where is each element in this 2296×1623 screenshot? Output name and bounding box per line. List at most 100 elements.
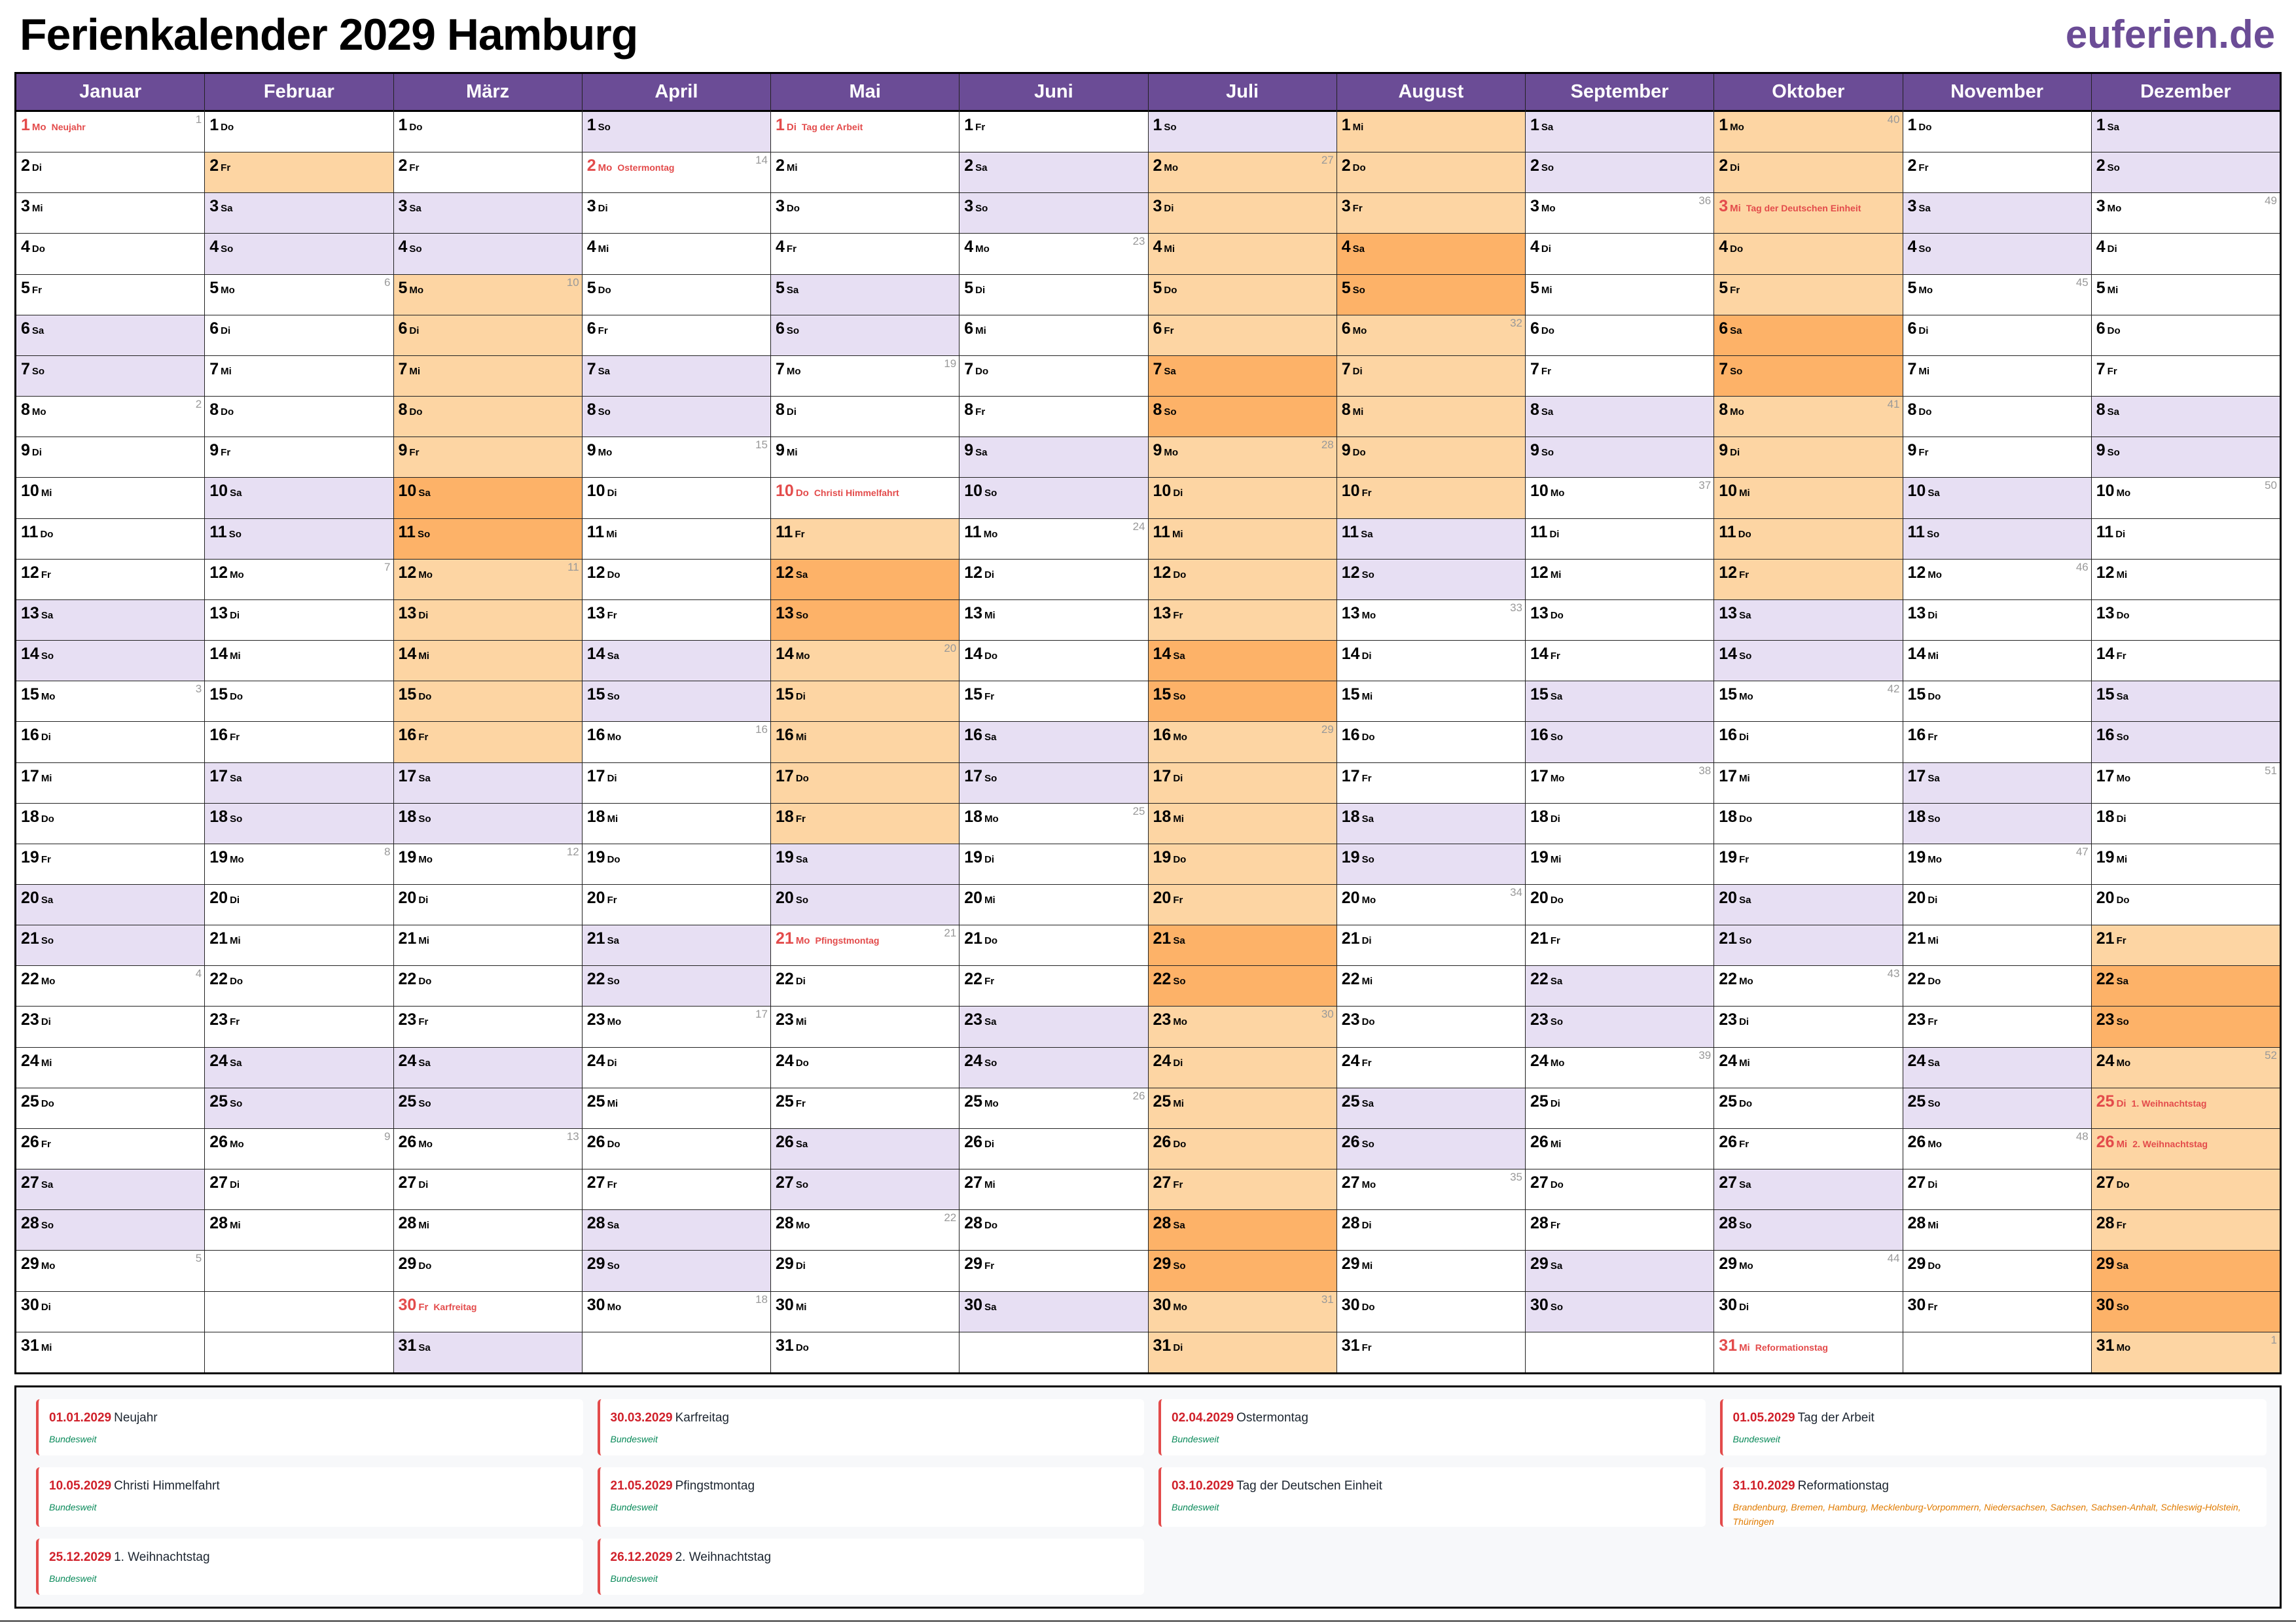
day-cell[interactable]: 18 So — [205, 802, 393, 844]
day-cell[interactable]: 15 Sa — [2091, 681, 2280, 722]
day-cell[interactable]: 19 Do — [582, 843, 770, 884]
day-cell[interactable]: 4 Mi — [1148, 233, 1336, 274]
day-cell[interactable]: 11 Sa — [1336, 518, 1525, 559]
day-cell[interactable]: 29 Do — [1903, 1250, 2091, 1291]
day-cell[interactable]: 5 Di — [960, 274, 1148, 315]
day-cell[interactable]: 17 Do — [771, 762, 960, 803]
day-cell[interactable]: 12 Do — [582, 558, 770, 599]
day-cell[interactable]: 2 Mo Ostermontag 14 — [582, 152, 770, 193]
day-cell[interactable]: 6 Fr — [1148, 314, 1336, 355]
day-cell[interactable]: 1 Mo Neujahr 1 — [16, 112, 205, 152]
day-cell[interactable]: 31 Mo 1 — [2091, 1331, 2280, 1372]
day-cell[interactable]: 19 Do — [1148, 843, 1336, 884]
day-cell[interactable]: 8 Fr — [960, 396, 1148, 437]
day-cell[interactable]: 25 So — [1903, 1087, 2091, 1128]
day-cell[interactable]: 4 Di — [1526, 233, 1714, 274]
day-cell[interactable]: 4 Do — [16, 233, 205, 274]
day-cell[interactable]: 6 Mo 32 — [1336, 314, 1525, 355]
day-cell[interactable]: 6 Di — [393, 314, 582, 355]
day-cell[interactable]: 5 Mo 10 — [393, 274, 582, 315]
day-cell[interactable]: 10 Mi — [1714, 477, 1903, 518]
day-cell[interactable]: 14 Fr — [1526, 640, 1714, 681]
day-cell[interactable]: 1 Sa — [1526, 112, 1714, 152]
day-cell[interactable]: 9 Fr — [205, 437, 393, 478]
day-cell[interactable]: 10 Fr — [1336, 477, 1525, 518]
day-cell[interactable]: 15 Mi — [1336, 681, 1525, 722]
day-cell[interactable]: 27 Di — [393, 1169, 582, 1210]
day-cell[interactable]: 11 Di — [2091, 518, 2280, 559]
day-cell[interactable]: 30 Do — [1336, 1291, 1525, 1332]
day-cell[interactable]: 9 Mo 15 — [582, 437, 770, 478]
day-cell[interactable]: 26 Mo 9 — [205, 1128, 393, 1169]
day-cell[interactable]: 26 Mi 2. Weihnachtstag — [2091, 1128, 2280, 1169]
day-cell[interactable]: 27 So — [771, 1169, 960, 1210]
day-cell[interactable]: 13 Sa — [1714, 599, 1903, 641]
day-cell[interactable]: 6 Di — [1903, 314, 2091, 355]
day-cell[interactable]: 4 Di — [2091, 233, 2280, 274]
day-cell[interactable]: 27 Sa — [1714, 1169, 1903, 1210]
day-cell[interactable]: 24 So — [960, 1046, 1148, 1088]
day-cell[interactable]: 2 Mi — [771, 152, 960, 193]
day-cell[interactable]: 30 So — [2091, 1291, 2280, 1332]
day-cell[interactable]: 10 Di — [1148, 477, 1336, 518]
day-cell[interactable]: 20 Di — [393, 883, 582, 925]
day-cell[interactable]: 1 So — [1148, 112, 1336, 152]
day-cell[interactable]: 28 Do — [960, 1209, 1148, 1251]
day-cell[interactable]: 12 Mi — [2091, 558, 2280, 599]
day-cell[interactable]: 2 Do — [1336, 152, 1525, 193]
day-cell[interactable]: 17 Sa — [1903, 762, 2091, 803]
day-cell[interactable]: 18 Di — [2091, 802, 2280, 844]
day-cell[interactable]: 30 Mo 31 — [1148, 1291, 1336, 1332]
day-cell[interactable]: 31 Do — [771, 1331, 960, 1372]
day-cell[interactable]: 3 So — [960, 192, 1148, 234]
day-cell[interactable]: 29 So — [582, 1250, 770, 1291]
day-cell[interactable]: 11 So — [1903, 518, 2091, 559]
day-cell[interactable]: 20 Di — [1903, 883, 2091, 925]
day-cell[interactable]: 3 Sa — [205, 192, 393, 234]
day-cell[interactable]: 20 Sa — [16, 883, 205, 925]
day-cell[interactable]: 21 Sa — [582, 925, 770, 966]
day-cell[interactable]: 24 Fr — [1336, 1046, 1525, 1088]
day-cell[interactable]: 23 So — [1526, 1006, 1714, 1047]
day-cell[interactable]: 17 Fr — [1336, 762, 1525, 803]
day-cell[interactable]: 30 So — [1526, 1291, 1714, 1332]
day-cell[interactable]: 23 Do — [1336, 1006, 1525, 1047]
day-cell[interactable]: 25 Mo 26 — [960, 1087, 1148, 1128]
day-cell[interactable]: 8 Do — [393, 396, 582, 437]
day-cell[interactable]: 31 Fr — [1336, 1331, 1525, 1372]
day-cell[interactable]: 10 Mo 50 — [2091, 477, 2280, 518]
day-cell[interactable]: 20 Mi — [960, 883, 1148, 925]
day-cell[interactable]: 23 Mo 30 — [1148, 1006, 1336, 1047]
day-cell[interactable]: 3 Di — [1148, 192, 1336, 234]
day-cell[interactable]: 22 So — [1148, 965, 1336, 1007]
day-cell[interactable]: 8 Do — [1903, 396, 2091, 437]
day-cell[interactable]: 12 Mo 7 — [205, 558, 393, 599]
day-cell[interactable]: 28 Di — [1336, 1209, 1525, 1251]
day-cell[interactable]: 7 Fr — [1526, 355, 1714, 397]
day-cell[interactable]: 5 Mo 6 — [205, 274, 393, 315]
day-cell[interactable]: 18 So — [393, 802, 582, 844]
day-cell[interactable]: 21 Mi — [393, 925, 582, 966]
day-cell[interactable]: 22 Mi — [1336, 965, 1525, 1007]
day-cell[interactable]: 15 So — [1148, 681, 1336, 722]
day-cell[interactable]: 21 Mi — [205, 925, 393, 966]
day-cell[interactable]: 14 Mi — [205, 640, 393, 681]
day-cell[interactable]: 14 So — [16, 640, 205, 681]
day-cell[interactable]: 8 Sa — [1526, 396, 1714, 437]
day-cell[interactable]: 23 So — [2091, 1006, 2280, 1047]
day-cell[interactable]: 24 Sa — [205, 1046, 393, 1088]
day-cell[interactable]: 20 Mo 34 — [1336, 883, 1525, 925]
day-cell[interactable]: 18 Di — [1526, 802, 1714, 844]
day-cell[interactable]: 19 Fr — [16, 843, 205, 884]
day-cell[interactable]: 14 Do — [960, 640, 1148, 681]
day-cell[interactable]: 9 Mo 28 — [1148, 437, 1336, 478]
day-cell[interactable]: 25 So — [205, 1087, 393, 1128]
day-cell[interactable]: 13 Do — [1526, 599, 1714, 641]
day-cell[interactable]: 9 Fr — [393, 437, 582, 478]
day-cell[interactable]: 6 Sa — [16, 314, 205, 355]
day-cell[interactable]: 22 So — [582, 965, 770, 1007]
day-cell[interactable]: 27 Do — [1526, 1169, 1714, 1210]
day-cell[interactable]: 24 Mi — [16, 1046, 205, 1088]
day-cell[interactable]: 23 Fr — [205, 1006, 393, 1047]
day-cell[interactable]: 17 Mi — [16, 762, 205, 803]
